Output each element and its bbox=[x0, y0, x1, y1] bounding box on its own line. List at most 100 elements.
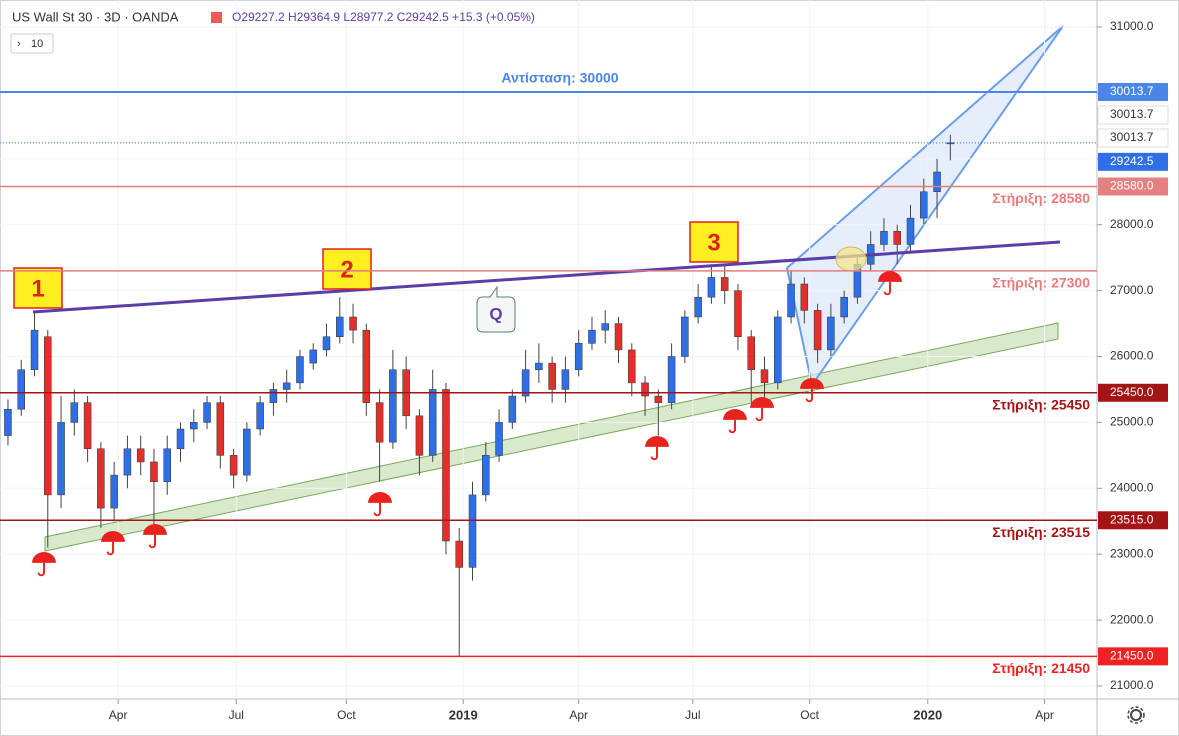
candle-body bbox=[243, 428, 251, 476]
candle-body bbox=[136, 448, 145, 463]
candle-body bbox=[561, 369, 570, 390]
candle-body bbox=[734, 290, 742, 337]
candle-body bbox=[880, 231, 888, 245]
candle-body bbox=[614, 323, 623, 351]
candle-body bbox=[428, 389, 437, 456]
chart-title: US Wall St 30 · 3D · OANDA bbox=[12, 9, 179, 24]
candle-body bbox=[840, 296, 848, 318]
annotation: 2 bbox=[340, 256, 353, 283]
candle-body bbox=[190, 422, 198, 430]
drawings-top: 1 2 3 Q Αντίσταση: 30000 Στήριξη: 28580 Στ… bbox=[0, 70, 1097, 676]
candle-body bbox=[123, 448, 132, 476]
candle-body bbox=[349, 316, 357, 331]
candle-body bbox=[468, 494, 477, 568]
price-tag bbox=[1098, 177, 1168, 196]
x-tick-label: Oct bbox=[800, 708, 819, 722]
candle-body bbox=[256, 402, 264, 430]
candle-body bbox=[442, 389, 450, 542]
channel bbox=[44, 322, 1059, 552]
x-tick-label: Oct bbox=[337, 708, 356, 722]
candle-body bbox=[747, 336, 755, 370]
y-tick-label: 27000.0 bbox=[1110, 283, 1154, 297]
candle-body bbox=[548, 362, 556, 390]
candle-body bbox=[336, 316, 344, 337]
label-box bbox=[13, 267, 63, 309]
y-tick-label: 25000.0 bbox=[1110, 415, 1154, 429]
label-box bbox=[322, 248, 372, 290]
candle-body bbox=[535, 362, 543, 370]
candle-body bbox=[906, 217, 915, 245]
flag-icon bbox=[211, 12, 222, 23]
candle-body bbox=[482, 455, 490, 496]
price-tag-bg bbox=[1097, 128, 1169, 148]
candle-body bbox=[760, 369, 769, 384]
candle-body bbox=[641, 382, 649, 397]
level-label: Στήριξη: 23515 bbox=[992, 524, 1090, 540]
candle-body bbox=[44, 336, 52, 496]
candle-body bbox=[654, 395, 663, 403]
candle-body bbox=[57, 422, 65, 496]
candle-body bbox=[893, 231, 901, 245]
candle-body bbox=[508, 395, 517, 423]
price-tag-bg bbox=[1097, 105, 1169, 125]
level-label: Στήριξη: 27300 bbox=[992, 275, 1090, 291]
axes: 21000.0 22000.0 23000.0 24000.0 25000.0 26000… bbox=[109, 19, 1169, 722]
last-price-tag bbox=[1098, 152, 1168, 171]
candle-body bbox=[720, 277, 729, 291]
y-tick-label: 24000.0 bbox=[1110, 480, 1154, 494]
price-tag-label: 30013.7 bbox=[1110, 84, 1154, 98]
candle-body bbox=[389, 369, 397, 443]
last-price-label: 29242.5 bbox=[1110, 154, 1154, 168]
candle-body bbox=[216, 402, 225, 456]
highlight bbox=[835, 246, 867, 272]
candle-body bbox=[415, 415, 424, 456]
level-label: Αντίσταση: 30000 bbox=[501, 70, 618, 86]
trend-line bbox=[32, 240, 1061, 314]
candle-body bbox=[362, 329, 371, 403]
candle-body bbox=[601, 323, 609, 331]
candle-body bbox=[229, 455, 238, 476]
candle-body bbox=[309, 349, 317, 364]
x-tick-label: 2019 bbox=[449, 707, 478, 722]
y-tick-label: 26000.0 bbox=[1110, 349, 1154, 363]
candle-body bbox=[827, 316, 835, 351]
interval-value[interactable]: 10 bbox=[31, 38, 43, 50]
candle-body bbox=[800, 283, 809, 311]
candle-body bbox=[163, 448, 171, 482]
candle-body bbox=[150, 461, 158, 482]
chevron: › bbox=[17, 38, 21, 50]
candle-body bbox=[375, 402, 384, 443]
candle-body bbox=[588, 329, 596, 344]
candle-body bbox=[694, 296, 702, 318]
x-tick-label: Apr bbox=[569, 708, 588, 722]
candle-body bbox=[17, 369, 25, 410]
price-tag bbox=[1098, 647, 1168, 666]
price-tag bbox=[1098, 83, 1168, 102]
grid bbox=[0, 0, 1095, 699]
x-tick-label: 2020 bbox=[913, 707, 942, 722]
candle-body bbox=[920, 191, 928, 219]
price-tag bbox=[1098, 511, 1168, 530]
price-tag-label: 30013.7 bbox=[1110, 130, 1154, 144]
settings-icon[interactable] bbox=[1127, 706, 1145, 724]
y-tick-label: 31000.0 bbox=[1110, 19, 1154, 33]
price-tag-label: 23515.0 bbox=[1110, 512, 1154, 526]
y-tick-label: 22000.0 bbox=[1110, 612, 1154, 626]
y-tick-label: 28000.0 bbox=[1110, 217, 1154, 231]
candle-body bbox=[521, 369, 530, 397]
x-tick-label: Apr bbox=[109, 708, 128, 722]
interval-button[interactable] bbox=[10, 33, 54, 54]
candle-body bbox=[83, 402, 92, 450]
candle-body bbox=[70, 402, 79, 423]
level-label: Στήριξη: 25450 bbox=[992, 396, 1090, 412]
price-tag-label: 30013.7 bbox=[1110, 107, 1154, 121]
x-tick-label: Apr bbox=[1035, 708, 1054, 722]
price-tag-label: 28580.0 bbox=[1110, 179, 1154, 193]
candle-body bbox=[667, 356, 676, 403]
candle-body bbox=[110, 474, 118, 509]
candle-body bbox=[97, 448, 105, 509]
candle-body bbox=[322, 336, 331, 351]
candle-body bbox=[282, 382, 291, 390]
candle-body bbox=[455, 540, 463, 568]
